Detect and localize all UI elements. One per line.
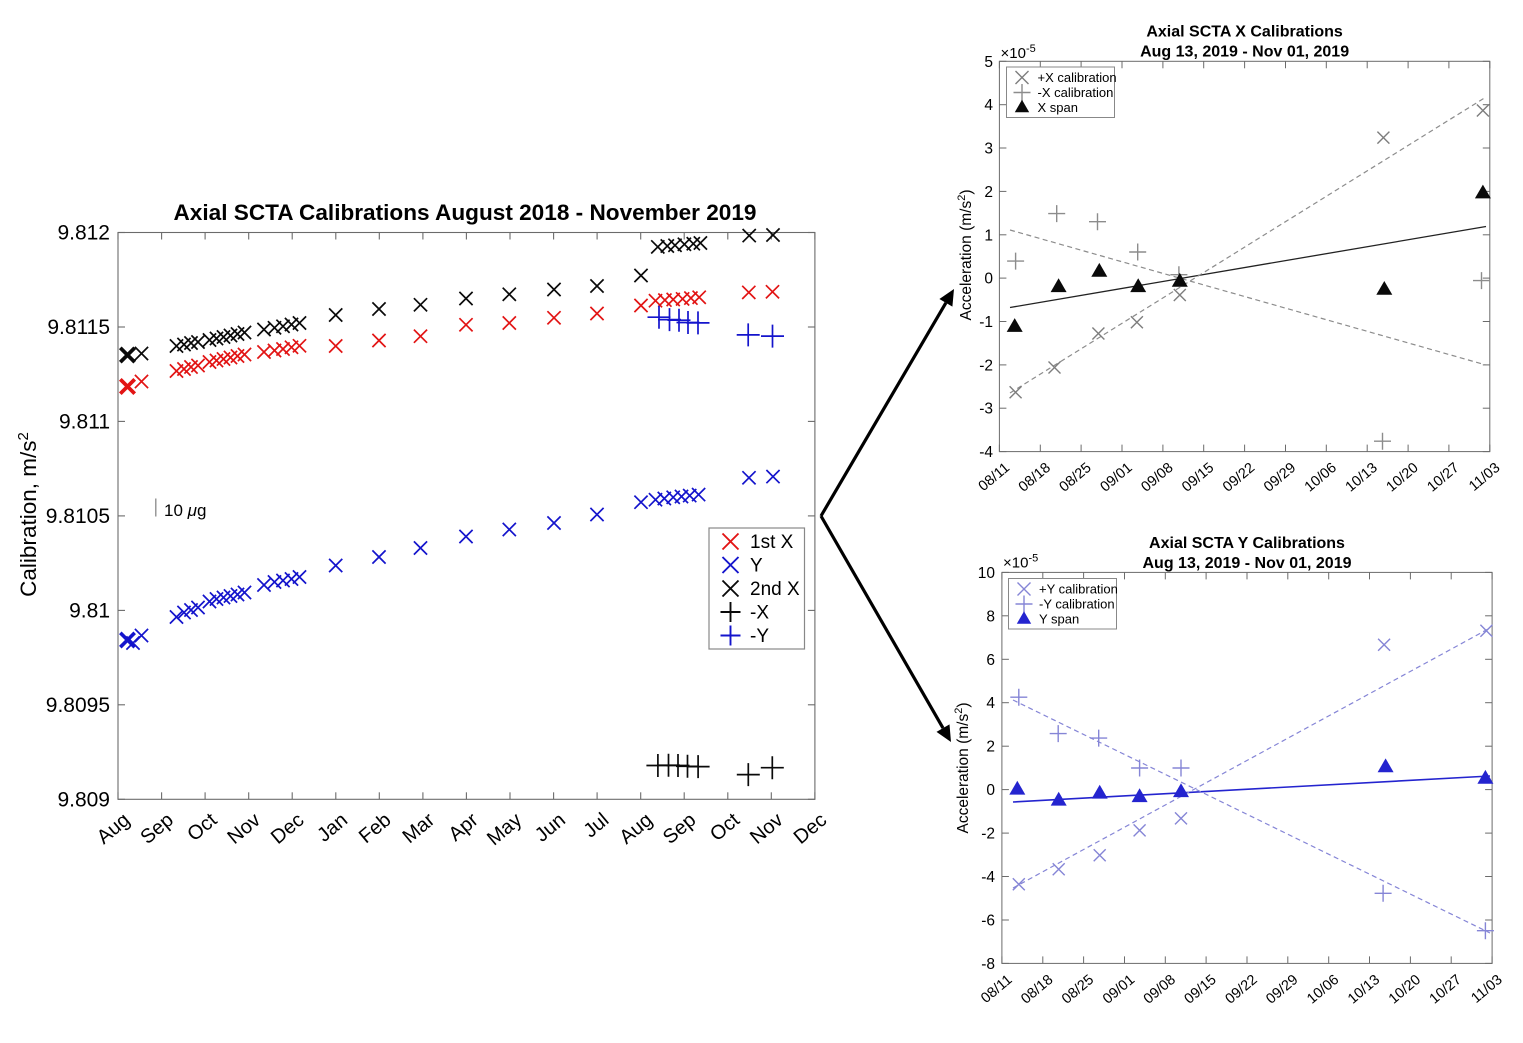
svg-text:-1: -1 (979, 314, 993, 331)
svg-text:2: 2 (984, 184, 993, 201)
svg-text:0: 0 (984, 271, 993, 288)
svg-text:8: 8 (986, 608, 995, 625)
svg-text:4: 4 (984, 97, 993, 114)
svg-text:9.8105: 9.8105 (46, 505, 110, 528)
svg-text:Axial SCTA Calibrations August: Axial SCTA Calibrations August 2018 - No… (173, 200, 756, 225)
svg-text:Aug 13, 2019 - Nov 01, 2019: Aug 13, 2019 - Nov 01, 2019 (1140, 44, 1349, 61)
svg-text:Axial SCTA Y Calibrations: Axial SCTA Y Calibrations (1149, 535, 1345, 552)
svg-text:Acceleration (m/s2): Acceleration (m/s2) (953, 702, 972, 833)
svg-text:-4: -4 (979, 444, 993, 461)
svg-text:2: 2 (986, 739, 995, 756)
svg-text:1: 1 (984, 227, 993, 244)
svg-text:4: 4 (986, 695, 995, 712)
svg-text:-Y calibration: -Y calibration (1039, 597, 1115, 612)
svg-text:-X calibration: -X calibration (1038, 85, 1114, 100)
svg-text:Calibration, m/s2: Calibration, m/s2 (15, 432, 42, 597)
svg-text:Y span: Y span (1039, 612, 1079, 627)
svg-text:9.8115: 9.8115 (47, 316, 110, 339)
svg-text:-6: -6 (981, 913, 995, 930)
svg-text:0: 0 (986, 782, 995, 799)
svg-text:-Y: -Y (750, 626, 769, 647)
svg-text:-X: -X (750, 603, 769, 624)
svg-text:X span: X span (1038, 100, 1078, 115)
svg-text:Y: Y (750, 556, 763, 577)
svg-text:-8: -8 (981, 956, 995, 973)
svg-text:1st X: 1st X (750, 532, 794, 553)
svg-text:-4: -4 (981, 869, 995, 886)
svg-text:-3: -3 (979, 401, 993, 418)
svg-text:Aug 13, 2019 - Nov 01, 2019: Aug 13, 2019 - Nov 01, 2019 (1143, 555, 1352, 572)
svg-text:6: 6 (986, 652, 995, 669)
svg-text:Axial SCTA X Calibrations: Axial SCTA X Calibrations (1146, 24, 1343, 41)
svg-text:9.81: 9.81 (69, 599, 110, 622)
svg-text:-2: -2 (979, 357, 993, 374)
svg-text:2nd X: 2nd X (750, 579, 800, 600)
svg-text:10: 10 (978, 565, 996, 582)
svg-text:+X calibration: +X calibration (1038, 70, 1117, 85)
svg-text:9.809: 9.809 (57, 788, 110, 811)
svg-text:9.812: 9.812 (57, 222, 110, 245)
svg-text:5: 5 (984, 54, 993, 71)
svg-text:9.811: 9.811 (59, 410, 110, 433)
svg-text:3: 3 (984, 141, 993, 158)
svg-text:-2: -2 (981, 826, 995, 843)
svg-text:Acceleration (m/s2): Acceleration (m/s2) (956, 189, 975, 320)
svg-text:9.8095: 9.8095 (46, 694, 110, 717)
svg-text:10 μg: 10 μg (164, 501, 206, 520)
svg-text:+Y calibration: +Y calibration (1039, 582, 1118, 597)
